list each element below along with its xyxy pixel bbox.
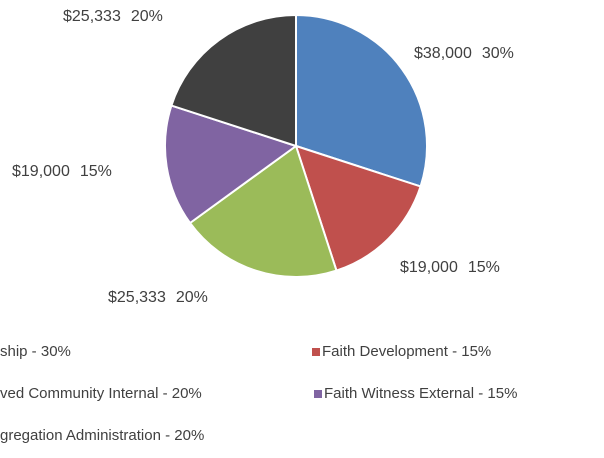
pie-slice [170,13,297,148]
legend-label: Faith Development - 15% [322,343,491,360]
legend-label: gregation Administration - 20% [0,427,204,444]
data-label: $19,000 15% [400,259,500,276]
pie-slice [164,104,299,225]
value-label: $19,000 [400,259,458,276]
legend-label: ved Community Internal - 20% [0,385,202,402]
legend-label: Faith Witness External - 15% [324,385,517,402]
legend-marker [314,390,322,398]
data-label: $19,000 15% [12,163,112,180]
legend-marker [312,348,320,356]
data-label: $25,333 20% [63,8,163,25]
percent-label: 15% [468,259,500,276]
percent-label: 15% [80,163,112,180]
value-label: $19,000 [12,163,70,180]
value-label: $25,333 [63,8,121,25]
data-label: $25,333 20% [108,289,208,306]
percent-label: 30% [482,45,514,62]
data-label: $38,000 30% [414,45,514,62]
percent-label: 20% [176,289,208,306]
value-label: $25,333 [108,289,166,306]
legend-label: ship - 30% [0,343,71,360]
pie-slice [295,13,428,188]
percent-label: 20% [131,8,163,25]
pie-slice [188,144,338,278]
value-label: $38,000 [414,45,472,62]
